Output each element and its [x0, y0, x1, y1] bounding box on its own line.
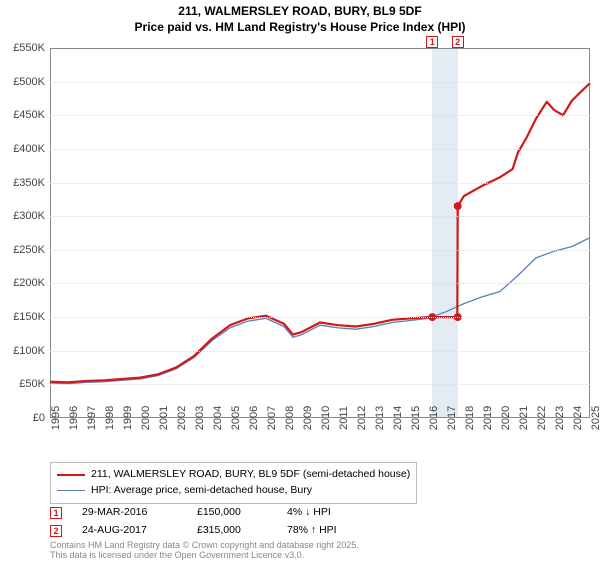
gridline — [50, 216, 590, 217]
x-axis-tick-label: 2019 — [482, 406, 494, 430]
gridline — [50, 82, 590, 83]
y-axis-tick-label: £550K — [0, 42, 45, 54]
x-axis-tick-label: 2011 — [338, 406, 350, 430]
legend-item: 211, WALMERSLEY ROAD, BURY, BL9 5DF (sem… — [57, 467, 410, 483]
x-axis-tick-label: 2005 — [230, 406, 242, 430]
attribution-line1: Contains HM Land Registry data © Crown c… — [50, 540, 359, 550]
x-axis-tick-label: 2023 — [554, 406, 566, 430]
y-axis-tick-label: £200K — [0, 277, 45, 289]
x-axis-tick-label: 2004 — [212, 406, 224, 430]
sale-row-price: £150,000 — [197, 504, 267, 522]
legend-swatch — [57, 490, 85, 491]
sale-row: 2 24-AUG-2017 £315,000 78% ↑ HPI — [50, 522, 367, 540]
x-axis-tick-label: 2014 — [392, 406, 404, 430]
x-axis-tick-label: 1999 — [122, 406, 134, 430]
sale-row-marker: 2 — [50, 525, 62, 537]
legend-swatch — [57, 474, 85, 476]
sale-row: 1 29-MAR-2016 £150,000 4% ↓ HPI — [50, 504, 367, 522]
y-axis-tick-label: £0 — [0, 412, 45, 424]
y-axis-tick-label: £500K — [0, 76, 45, 88]
legend-label: HPI: Average price, semi-detached house,… — [91, 483, 312, 499]
x-axis-tick-label: 2001 — [158, 406, 170, 430]
x-axis-tick-label: 2000 — [140, 406, 152, 430]
gridline — [50, 351, 590, 352]
x-axis-tick-label: 2025 — [590, 406, 600, 430]
legend: 211, WALMERSLEY ROAD, BURY, BL9 5DF (sem… — [50, 462, 417, 504]
x-axis-tick-label: 2010 — [320, 406, 332, 430]
attribution-text: Contains HM Land Registry data © Crown c… — [50, 540, 359, 561]
y-axis-tick-label: £150K — [0, 311, 45, 323]
sale-row-pct: 4% ↓ HPI — [287, 504, 367, 522]
x-axis-tick-label: 2021 — [518, 406, 530, 430]
sale-row-pct: 78% ↑ HPI — [287, 522, 367, 540]
x-axis-tick-label: 2013 — [374, 406, 386, 430]
sale-row-marker: 1 — [50, 507, 62, 519]
chart-series-line — [50, 238, 590, 384]
x-axis-tick-label: 2017 — [446, 406, 458, 430]
sale-row-price: £315,000 — [197, 522, 267, 540]
gridline — [50, 384, 590, 385]
x-axis-tick-label: 2020 — [500, 406, 512, 430]
chart-svg — [50, 48, 590, 418]
x-axis-tick-label: 1996 — [68, 406, 80, 430]
x-axis-tick-label: 2006 — [248, 406, 260, 430]
x-axis-tick-label: 2024 — [572, 406, 584, 430]
sale-marker-flag: 2 — [452, 36, 464, 48]
y-axis-tick-label: £350K — [0, 177, 45, 189]
gridline — [50, 183, 590, 184]
y-axis-tick-label: £50K — [0, 378, 45, 390]
legend-label: 211, WALMERSLEY ROAD, BURY, BL9 5DF (sem… — [91, 467, 410, 483]
sale-marker-flag: 1 — [426, 36, 438, 48]
x-axis-tick-label: 1997 — [86, 406, 98, 430]
x-axis-tick-label: 2003 — [194, 406, 206, 430]
x-axis-tick-label: 1998 — [104, 406, 116, 430]
gridline — [50, 149, 590, 150]
x-axis-tick-label: 2022 — [536, 406, 548, 430]
x-axis-tick-label: 2008 — [284, 406, 296, 430]
y-axis-tick-label: £450K — [0, 109, 45, 121]
gridline — [50, 317, 590, 318]
gridline — [50, 115, 590, 116]
x-axis-tick-label: 2012 — [356, 406, 368, 430]
x-axis-tick-label: 2016 — [428, 406, 440, 430]
sale-row-date: 24-AUG-2017 — [82, 522, 177, 540]
sale-point-marker — [454, 202, 462, 210]
legend-item: HPI: Average price, semi-detached house,… — [57, 483, 410, 499]
x-axis-tick-label: 2002 — [176, 406, 188, 430]
sales-table: 1 29-MAR-2016 £150,000 4% ↓ HPI 2 24-AUG-2017… — [50, 504, 367, 540]
y-axis-tick-label: £400K — [0, 143, 45, 155]
x-axis-tick-label: 1995 — [50, 406, 62, 430]
x-axis-tick-label: 2007 — [266, 406, 278, 430]
gridline — [50, 250, 590, 251]
chart-title-line1: 211, WALMERSLEY ROAD, BURY, BL9 5DF — [0, 4, 600, 20]
gridline — [50, 283, 590, 284]
x-axis-tick-label: 2009 — [302, 406, 314, 430]
x-axis-tick-label: 2018 — [464, 406, 476, 430]
x-axis-tick-label: 2015 — [410, 406, 422, 430]
y-axis-tick-label: £100K — [0, 345, 45, 357]
chart-series-line — [50, 83, 590, 382]
y-axis-tick-label: £250K — [0, 244, 45, 256]
chart-title-line2: Price paid vs. HM Land Registry's House … — [0, 20, 600, 36]
attribution-line2: This data is licensed under the Open Gov… — [50, 550, 359, 560]
sale-row-date: 29-MAR-2016 — [82, 504, 177, 522]
y-axis-tick-label: £300K — [0, 210, 45, 222]
